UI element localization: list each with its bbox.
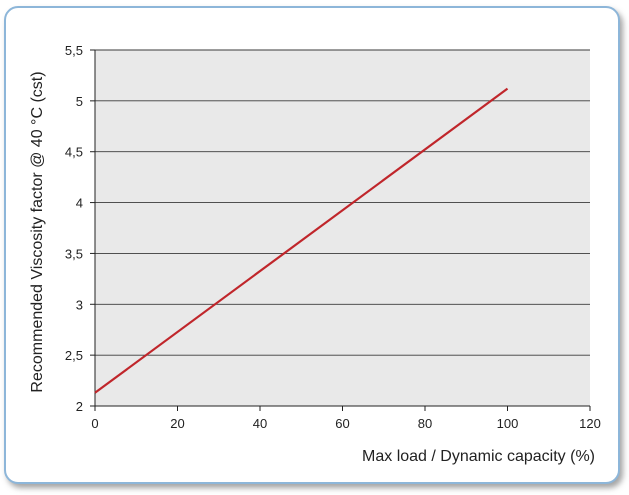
series-line xyxy=(94,87,509,394)
y-tick-label: 5 xyxy=(76,94,83,109)
x-tick-labels: 0 20 40 60 80 100 120 xyxy=(91,406,601,431)
x-tick-label: 0 xyxy=(91,416,98,431)
y-tick-label: 2,5 xyxy=(65,348,83,363)
x-tick-label: 80 xyxy=(418,416,432,431)
x-axis-title: Max load / Dynamic capacity (%) xyxy=(362,448,595,465)
y-tick-label: 3 xyxy=(76,297,83,312)
y-tick-label: 4 xyxy=(76,196,83,211)
y-tick-label: 4,5 xyxy=(65,145,83,160)
y-tick-label: 2 xyxy=(76,399,83,414)
plot-area xyxy=(95,50,590,406)
x-tick-label: 60 xyxy=(335,416,349,431)
y-tick-label: 5,5 xyxy=(65,43,83,58)
y-axis-title: Recommended Viscosity factor @ 40 °C (cs… xyxy=(29,71,46,392)
x-tick-label: 100 xyxy=(497,416,519,431)
series-lines xyxy=(94,87,509,394)
gridlines xyxy=(95,49,590,356)
y-tick-labels: 2 2,5 3 3,5 4 4,5 5 5,5 xyxy=(65,43,95,414)
x-tick-label: 120 xyxy=(579,416,601,431)
x-tick-label: 40 xyxy=(253,416,267,431)
x-tick-label: 20 xyxy=(170,416,184,431)
y-tick-label: 3,5 xyxy=(65,246,83,261)
